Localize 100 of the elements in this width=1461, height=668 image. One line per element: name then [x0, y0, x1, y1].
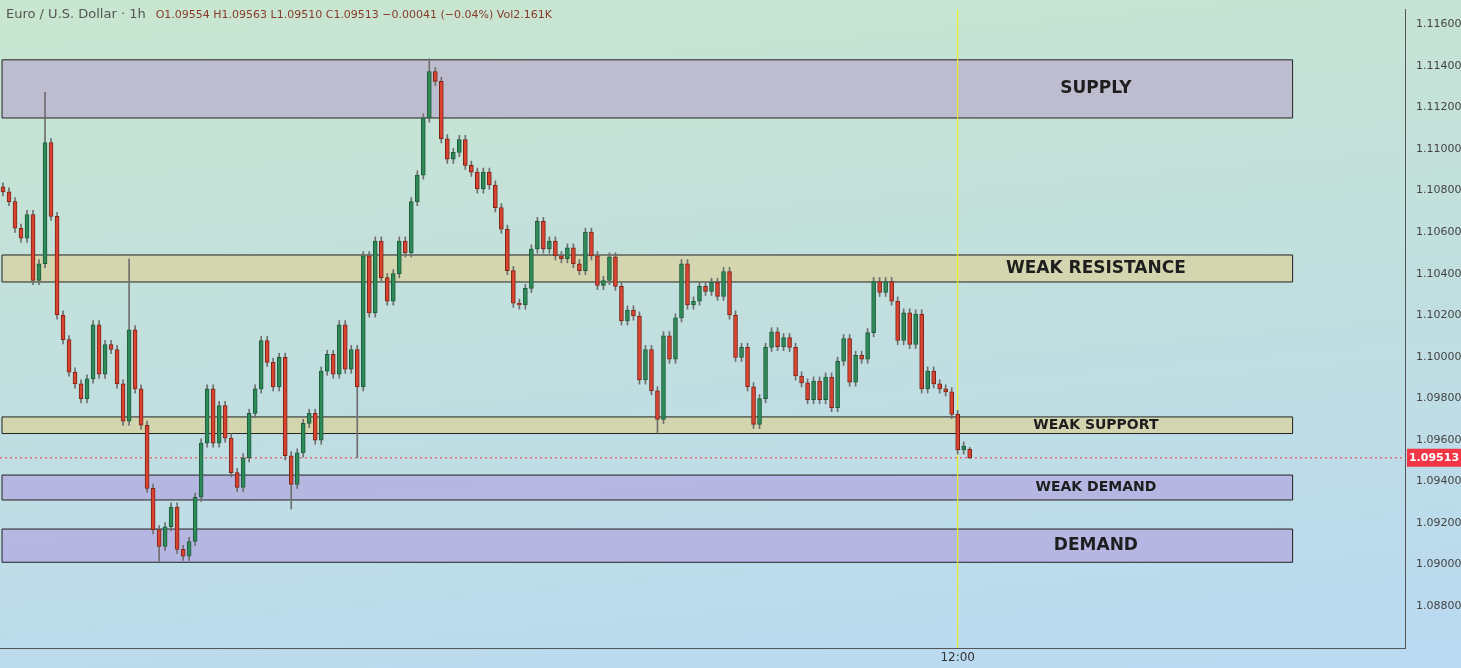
candlestick — [457, 135, 462, 157]
candlestick — [895, 296, 900, 346]
candlestick — [763, 342, 768, 404]
candlestick — [793, 342, 798, 381]
band-label: SUPPLY — [1060, 77, 1133, 98]
y-tick-label: 1.11200 — [1416, 100, 1461, 114]
candlestick — [596, 251, 599, 290]
candlestick — [463, 135, 468, 170]
candlestick — [919, 309, 924, 394]
candlestick — [571, 243, 576, 269]
candlestick — [589, 227, 594, 261]
candlestick — [937, 379, 942, 394]
y-tick-label: 1.11000 — [1416, 141, 1461, 155]
candlestick — [853, 350, 858, 387]
candlestick — [450, 147, 456, 164]
candlestick — [469, 160, 474, 177]
candlestick — [901, 308, 906, 346]
candlestick — [907, 308, 912, 349]
candlestick — [835, 356, 840, 413]
candlestick — [631, 305, 636, 321]
candlestick — [565, 243, 570, 264]
candlestick — [438, 76, 444, 144]
candlestick — [788, 333, 791, 352]
candlestick — [715, 277, 720, 301]
candlestick — [823, 372, 828, 405]
candlestick — [758, 394, 761, 429]
candlestick — [931, 366, 936, 389]
candlestick — [673, 313, 678, 364]
y-tick-label: 1.10600 — [1416, 225, 1461, 239]
candlestick — [848, 334, 851, 387]
y-tick-label: 1.09000 — [1416, 557, 1461, 571]
candlestick — [745, 342, 750, 392]
candlestick — [733, 310, 738, 362]
candlestick — [727, 267, 732, 320]
candlestick — [553, 236, 558, 261]
y-tick-label: 1.09600 — [1416, 432, 1461, 446]
band-label: WEAK SUPPORT — [1033, 415, 1159, 432]
candlestick — [877, 277, 882, 297]
candlestick — [817, 376, 822, 405]
x-tick-label: 12:00 — [940, 650, 975, 665]
candlestick — [967, 447, 973, 459]
candlestick — [577, 259, 582, 276]
candlestick — [649, 344, 654, 396]
candlestick — [475, 167, 480, 194]
y-tick-label: 1.09400 — [1416, 474, 1461, 488]
candlestick — [829, 372, 834, 413]
candlestick — [523, 283, 528, 310]
candlestick — [541, 216, 546, 254]
candlestick — [607, 252, 612, 286]
y-tick-label: 1.09800 — [1416, 391, 1461, 405]
candlestick — [619, 281, 624, 326]
candlestick — [444, 134, 450, 164]
candlestick — [889, 277, 894, 306]
candlestick — [859, 350, 864, 364]
y-tick-label: 1.10800 — [1416, 183, 1461, 197]
candlestick — [487, 167, 492, 190]
candlestick — [613, 252, 618, 291]
candlestick — [499, 203, 504, 234]
ref-line-label: 1.09513 — [1408, 450, 1460, 464]
candlestick — [811, 376, 816, 405]
chart-title: Euro / U.S. Dollar · 1h — [6, 6, 146, 21]
candlestick — [871, 277, 876, 338]
candlestick — [751, 382, 756, 429]
candlestick — [799, 371, 804, 388]
candlestick — [709, 277, 714, 296]
band-label: WEAK RESISTANCE — [1005, 256, 1186, 277]
y-tick-label: 1.08800 — [1416, 598, 1461, 612]
candlestick — [505, 224, 510, 276]
y-tick-label: 1.09200 — [1416, 515, 1461, 529]
candlestick — [643, 344, 648, 385]
candlestick — [955, 409, 961, 455]
band-label: WEAK DEMAND — [1035, 478, 1157, 495]
y-tick-label: 1.10200 — [1416, 308, 1461, 322]
candlestick — [529, 244, 534, 293]
candlestick — [432, 67, 438, 86]
candlestick — [426, 58, 432, 123]
candlestick — [925, 366, 930, 394]
y-tick-label: 1.10000 — [1416, 349, 1461, 363]
candlestick — [656, 386, 659, 434]
candlestick — [679, 259, 684, 323]
candlestick — [805, 378, 810, 405]
candlestick — [535, 216, 540, 254]
candlestick — [493, 180, 498, 213]
candlestick — [637, 311, 642, 385]
candlestick — [511, 266, 516, 308]
candlestick — [697, 281, 702, 306]
candlestick — [769, 327, 774, 352]
candlestick — [841, 334, 846, 366]
candlestick — [739, 342, 744, 362]
candlestick — [722, 267, 725, 301]
y-tick-label: 1.10400 — [1416, 266, 1461, 280]
candlestick — [559, 251, 564, 264]
candlestick — [625, 305, 630, 326]
candlestick — [668, 331, 671, 364]
candlestick — [703, 281, 708, 296]
candlestick — [601, 276, 606, 290]
chart-subtitle: O1.09554 H1.09563 L1.09510 C1.09513 −0.00041 (−0.04%) Vol2.161K — [155, 8, 552, 21]
y-tick-label: 1.11600 — [1416, 17, 1461, 31]
candlestick — [775, 327, 780, 352]
candlestick — [865, 328, 870, 364]
